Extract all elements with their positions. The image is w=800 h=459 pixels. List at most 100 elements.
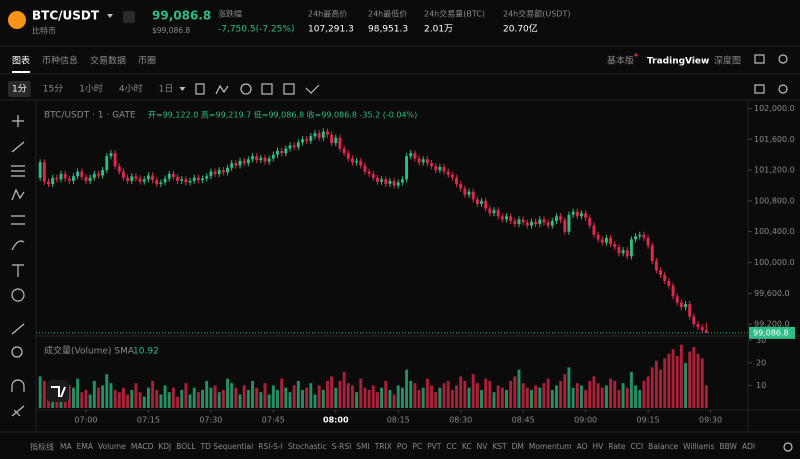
zoom-tool[interactable]: [11, 346, 23, 358]
volume-bar: [559, 380, 563, 408]
indicator[interactable]: Rate: [608, 442, 626, 451]
candle-body: [500, 216, 504, 220]
indicator[interactable]: Volume: [98, 442, 126, 451]
crosshair-tool[interactable]: [12, 115, 24, 127]
volume-bar: [388, 389, 392, 408]
candle-body: [459, 183, 463, 189]
candle-body: [475, 199, 479, 204]
layout-icon[interactable]: [261, 83, 273, 95]
indicator[interactable]: PO: [397, 442, 408, 451]
candle-body: [534, 221, 538, 225]
indicator[interactable]: EMA: [77, 442, 94, 451]
interval[interactable]: 1分: [12, 84, 27, 95]
volume-bar: [226, 378, 229, 408]
price-tick-label: 100,000.0: [754, 258, 795, 267]
tab[interactable]: 币圈: [138, 56, 156, 67]
indicator[interactable]: DM: [512, 442, 524, 451]
favorite[interactable]: [123, 11, 135, 23]
indicator[interactable]: NV: [477, 442, 489, 451]
ruler-tool[interactable]: [11, 323, 25, 335]
indicator[interactable]: Williams: [683, 442, 714, 451]
volume-bar: [326, 380, 329, 408]
screenshot-icon[interactable]: [754, 54, 765, 64]
indicator[interactable]: HV: [593, 442, 605, 451]
text-tool[interactable]: [12, 264, 24, 277]
indicator[interactable]: RSI-S-I: [258, 442, 283, 451]
volume-bar: [280, 378, 284, 408]
tab[interactable]: 币种信息: [42, 55, 78, 67]
volume-bar: [692, 347, 696, 408]
indicator[interactable]: SMI: [356, 442, 369, 451]
indicator[interactable]: CC: [446, 442, 456, 451]
emoji-tool[interactable]: [11, 288, 25, 302]
volume-bar: [305, 387, 309, 408]
symbol-label: BTC/USDT · 1 · GATE: [44, 111, 136, 121]
candle-body: [688, 304, 692, 317]
indicator-title: 指标线: [30, 442, 54, 452]
magnet-tool[interactable]: [11, 379, 25, 392]
fib-tool[interactable]: [11, 165, 25, 177]
view-option[interactable]: 基本版: [607, 55, 634, 67]
interval[interactable]: 1日: [159, 84, 174, 95]
brush-tool[interactable]: [11, 240, 25, 251]
pattern-tool[interactable]: [11, 188, 25, 201]
volume-bar: [321, 389, 325, 408]
alert-icon[interactable]: [305, 84, 320, 94]
tab[interactable]: 图表: [12, 55, 30, 67]
indicator[interactable]: KST: [492, 442, 507, 451]
indicator[interactable]: Balance: [648, 442, 678, 451]
indicator[interactable]: AO: [577, 442, 588, 451]
candle-body: [271, 154, 275, 159]
volume-bar: [563, 374, 567, 408]
volume-bar: [438, 387, 442, 408]
pair[interactable]: BTC/USDT: [32, 9, 100, 23]
candle-body: [51, 177, 55, 184]
chart-settings-icon[interactable]: [778, 84, 788, 94]
camera-icon[interactable]: [754, 84, 765, 94]
indicator[interactable]: CCI: [630, 442, 643, 451]
indicator[interactable]: BBW: [720, 442, 738, 451]
volume-bar: [642, 380, 646, 408]
indicator[interactable]: TRIX: [374, 442, 392, 451]
indicator[interactable]: MA: [60, 442, 72, 451]
candle-body: [646, 237, 650, 246]
volume-bar: [238, 394, 242, 408]
interval-dropdown[interactable]: [179, 87, 186, 91]
interval[interactable]: 4小时: [119, 83, 143, 95]
tab[interactable]: 交易数据: [90, 55, 126, 67]
indicator-settings[interactable]: [783, 442, 793, 452]
volume-bar: [126, 394, 130, 408]
pair-dropdown[interactable]: [107, 14, 113, 18]
volume-bar: [575, 383, 579, 408]
indicator[interactable]: KDJ: [158, 442, 171, 451]
indicator[interactable]: PC: [412, 442, 422, 451]
candle-type-icon[interactable]: [195, 83, 205, 95]
indicator[interactable]: MACD: [131, 442, 154, 451]
settings-icon[interactable]: [778, 54, 788, 64]
lock-tool[interactable]: [11, 405, 25, 417]
candle-body: [684, 304, 688, 308]
volume-bar: [255, 387, 259, 408]
volume-sma: 10.92: [133, 347, 159, 357]
indicator[interactable]: Momentum: [529, 442, 572, 451]
candle-body: [242, 160, 246, 164]
indicator[interactable]: ADI: [742, 442, 755, 451]
indicator[interactable]: KC: [462, 442, 472, 451]
volume-bar: [259, 392, 263, 408]
view-option[interactable]: TradingView: [647, 57, 709, 67]
projection-tool[interactable]: [11, 215, 25, 225]
replay-icon[interactable]: [240, 83, 252, 95]
trend-line-tool[interactable]: [11, 141, 25, 153]
view-option[interactable]: 深度图: [714, 55, 741, 67]
indicator[interactable]: PVT: [427, 442, 442, 451]
volume-bar: [271, 385, 275, 408]
interval[interactable]: 15分: [43, 84, 63, 95]
indicator[interactable]: BOLL: [176, 442, 196, 451]
grid-icon[interactable]: [283, 83, 295, 95]
indicator[interactable]: Stochastic: [288, 442, 327, 451]
indicator[interactable]: TD Sequential: [200, 442, 254, 451]
volume-bar: [679, 344, 683, 408]
interval[interactable]: 1小时: [79, 83, 103, 95]
indicator-icon[interactable]: [215, 84, 229, 95]
indicator[interactable]: S-RSI: [332, 442, 352, 451]
